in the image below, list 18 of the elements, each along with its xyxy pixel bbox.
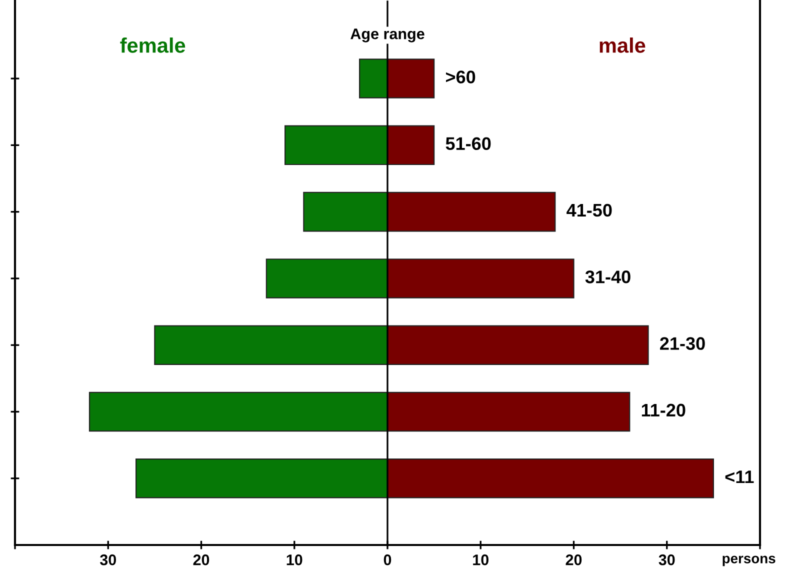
x-axis-title: persons	[722, 556, 776, 566]
x-tick-label: 30	[100, 554, 116, 566]
y-tick-label: 31-40	[585, 270, 630, 284]
y-tick-label: <11	[725, 470, 754, 484]
y-axis-title: Age range	[350, 28, 424, 42]
x-tick-label: 30	[658, 554, 675, 566]
x-tick-label: 20	[193, 554, 210, 566]
text: male	[600, 38, 646, 53]
text: female	[120, 38, 186, 53]
y-tick-label: 11-20	[642, 404, 686, 417]
y-tick-label: >60	[446, 70, 476, 84]
y-tick-label: 41-50	[566, 204, 612, 217]
y-tick-label: 51-60	[446, 137, 491, 150]
x-tick-label: 10	[286, 554, 302, 566]
x-tick-label: 0	[384, 554, 392, 566]
x-tick-label: 10	[473, 554, 488, 566]
x-tick-label: 20	[566, 554, 582, 566]
y-tick-label: 21-30	[660, 337, 705, 350]
